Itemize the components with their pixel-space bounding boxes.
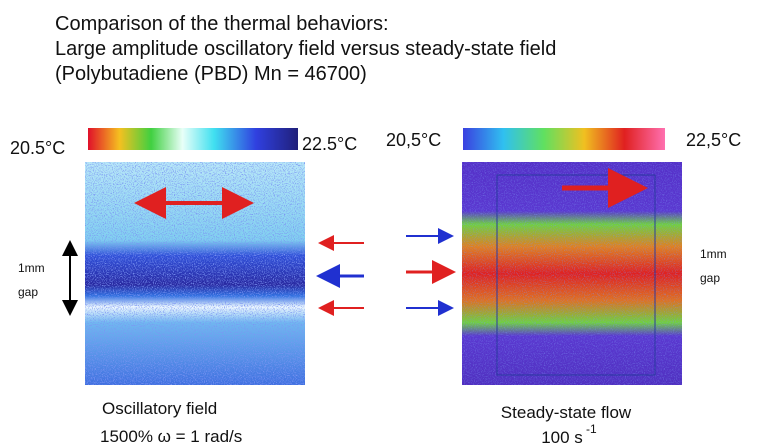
gap-label: 1mm <box>700 247 727 261</box>
scale-max: 22.5°C <box>302 134 357 154</box>
header: Comparison of the thermal behaviors: Lar… <box>55 13 556 85</box>
rate-exponent: -1 <box>586 422 597 436</box>
caption: 1500% ω = 1 rad/s <box>100 427 242 446</box>
title-line: (Polybutadiene (PBD) Mn = 46700) <box>55 63 367 85</box>
scale-min: 20,5°C <box>386 130 441 150</box>
gap-label: gap <box>700 271 720 285</box>
thermal-noise <box>462 162 682 385</box>
colorbar <box>463 128 665 150</box>
gap-label: 1mm <box>18 261 45 275</box>
caption: Steady-state flow <box>501 403 632 422</box>
gap-label: gap <box>18 285 38 299</box>
flow-arrows <box>316 228 456 316</box>
scale-min: 20.5°C <box>10 138 65 158</box>
left-panel: 20.5°C 22.5°C 1mm gap Oscillatory field … <box>10 128 357 446</box>
rate: 100 s <box>541 428 583 447</box>
right-panel: 20,5°C 22,5°C 1mm gap Steady-state flow … <box>386 128 741 447</box>
colorbar <box>88 128 298 150</box>
frame <box>496 174 656 376</box>
title-line: Large amplitude oscillatory field versus… <box>55 38 556 60</box>
title-line: Comparison of the thermal behaviors: <box>55 13 389 35</box>
caption: Oscillatory field <box>102 399 217 418</box>
scale-max: 22,5°C <box>686 130 741 150</box>
thermal-noise <box>85 162 305 385</box>
